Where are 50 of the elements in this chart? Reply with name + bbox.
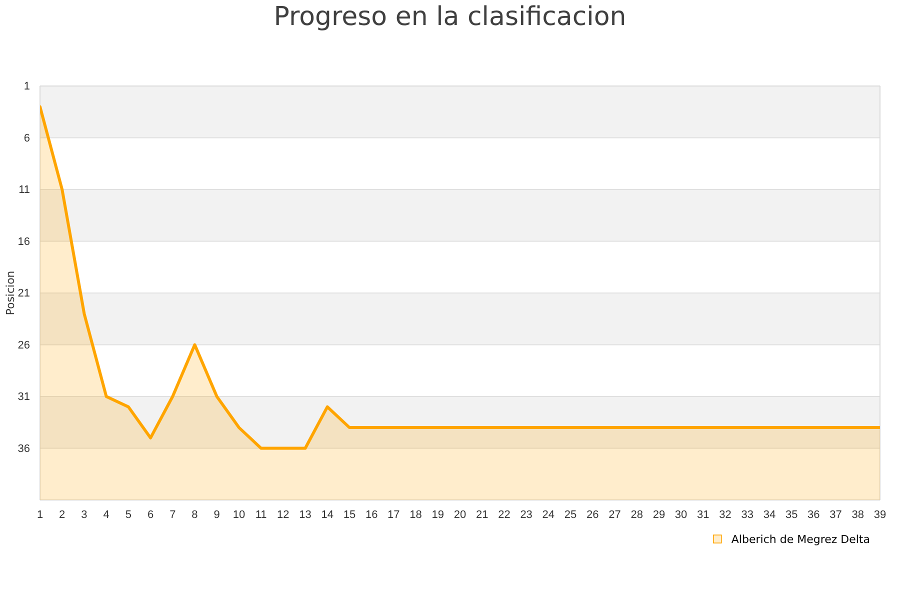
x-tick-label: 6	[147, 508, 154, 521]
y-axis-title: Posicion	[4, 270, 17, 316]
x-tick-label: 31	[697, 508, 710, 521]
x-tick-label: 21	[476, 508, 488, 521]
y-tick-label: 21	[18, 288, 30, 300]
legend-label: Alberich de Megrez Delta	[731, 533, 870, 546]
x-tick-label: 13	[299, 508, 312, 521]
x-tick-label: 15	[343, 508, 356, 521]
x-tick-label: 19	[432, 508, 444, 521]
x-tick-label: 34	[763, 508, 776, 521]
x-tick-label: 29	[652, 508, 666, 521]
x-tick-label: 20	[454, 508, 466, 521]
chart-title: Progreso en la clasificacion	[274, 2, 626, 32]
x-tick-label: 22	[498, 508, 510, 521]
x-tick-label: 1	[36, 508, 44, 521]
x-tick-label: 37	[830, 508, 842, 521]
y-tick-label: 16	[18, 236, 30, 248]
y-tick-label: 31	[18, 391, 30, 404]
x-tick-label: 17	[388, 508, 400, 521]
y-tick-label: 11	[18, 184, 30, 196]
x-tick-label: 8	[192, 508, 198, 521]
x-tick-label: 28	[630, 508, 643, 521]
x-tick-label: 35	[785, 508, 798, 521]
y-tick-label: 26	[18, 339, 30, 352]
x-tick-label: 9	[214, 508, 220, 521]
x-tick-label: 7	[170, 508, 176, 521]
x-tick-label: 18	[410, 508, 422, 521]
x-tick-label: 30	[674, 508, 688, 521]
x-tick-label: 5	[125, 508, 132, 521]
x-tick-label: 33	[741, 508, 754, 521]
x-tick-label: 38	[852, 508, 864, 521]
x-tick-label: 4	[103, 508, 110, 521]
x-tick-label: 12	[277, 508, 290, 521]
x-tick-label: 25	[564, 508, 577, 521]
x-tick-label: 36	[808, 508, 820, 521]
x-tick-label: 39	[874, 508, 886, 521]
x-tick-label: 3	[81, 508, 88, 521]
y-tick-label: 1	[24, 80, 30, 93]
x-tick-label: 27	[608, 508, 621, 521]
x-tick-label: 10	[232, 508, 246, 521]
x-tick-label: 16	[365, 508, 378, 521]
x-tick-label: 24	[542, 508, 555, 521]
x-tick-label: 32	[719, 508, 732, 521]
x-tick-label: 14	[321, 508, 334, 521]
y-tick-label: 6	[24, 132, 30, 144]
x-tick-label: 26	[586, 508, 599, 521]
x-tick-label: 23	[520, 508, 532, 521]
y-tick-label: 36	[18, 442, 30, 455]
x-tick-label: 11	[255, 508, 267, 521]
x-tick-label: 2	[59, 508, 66, 521]
